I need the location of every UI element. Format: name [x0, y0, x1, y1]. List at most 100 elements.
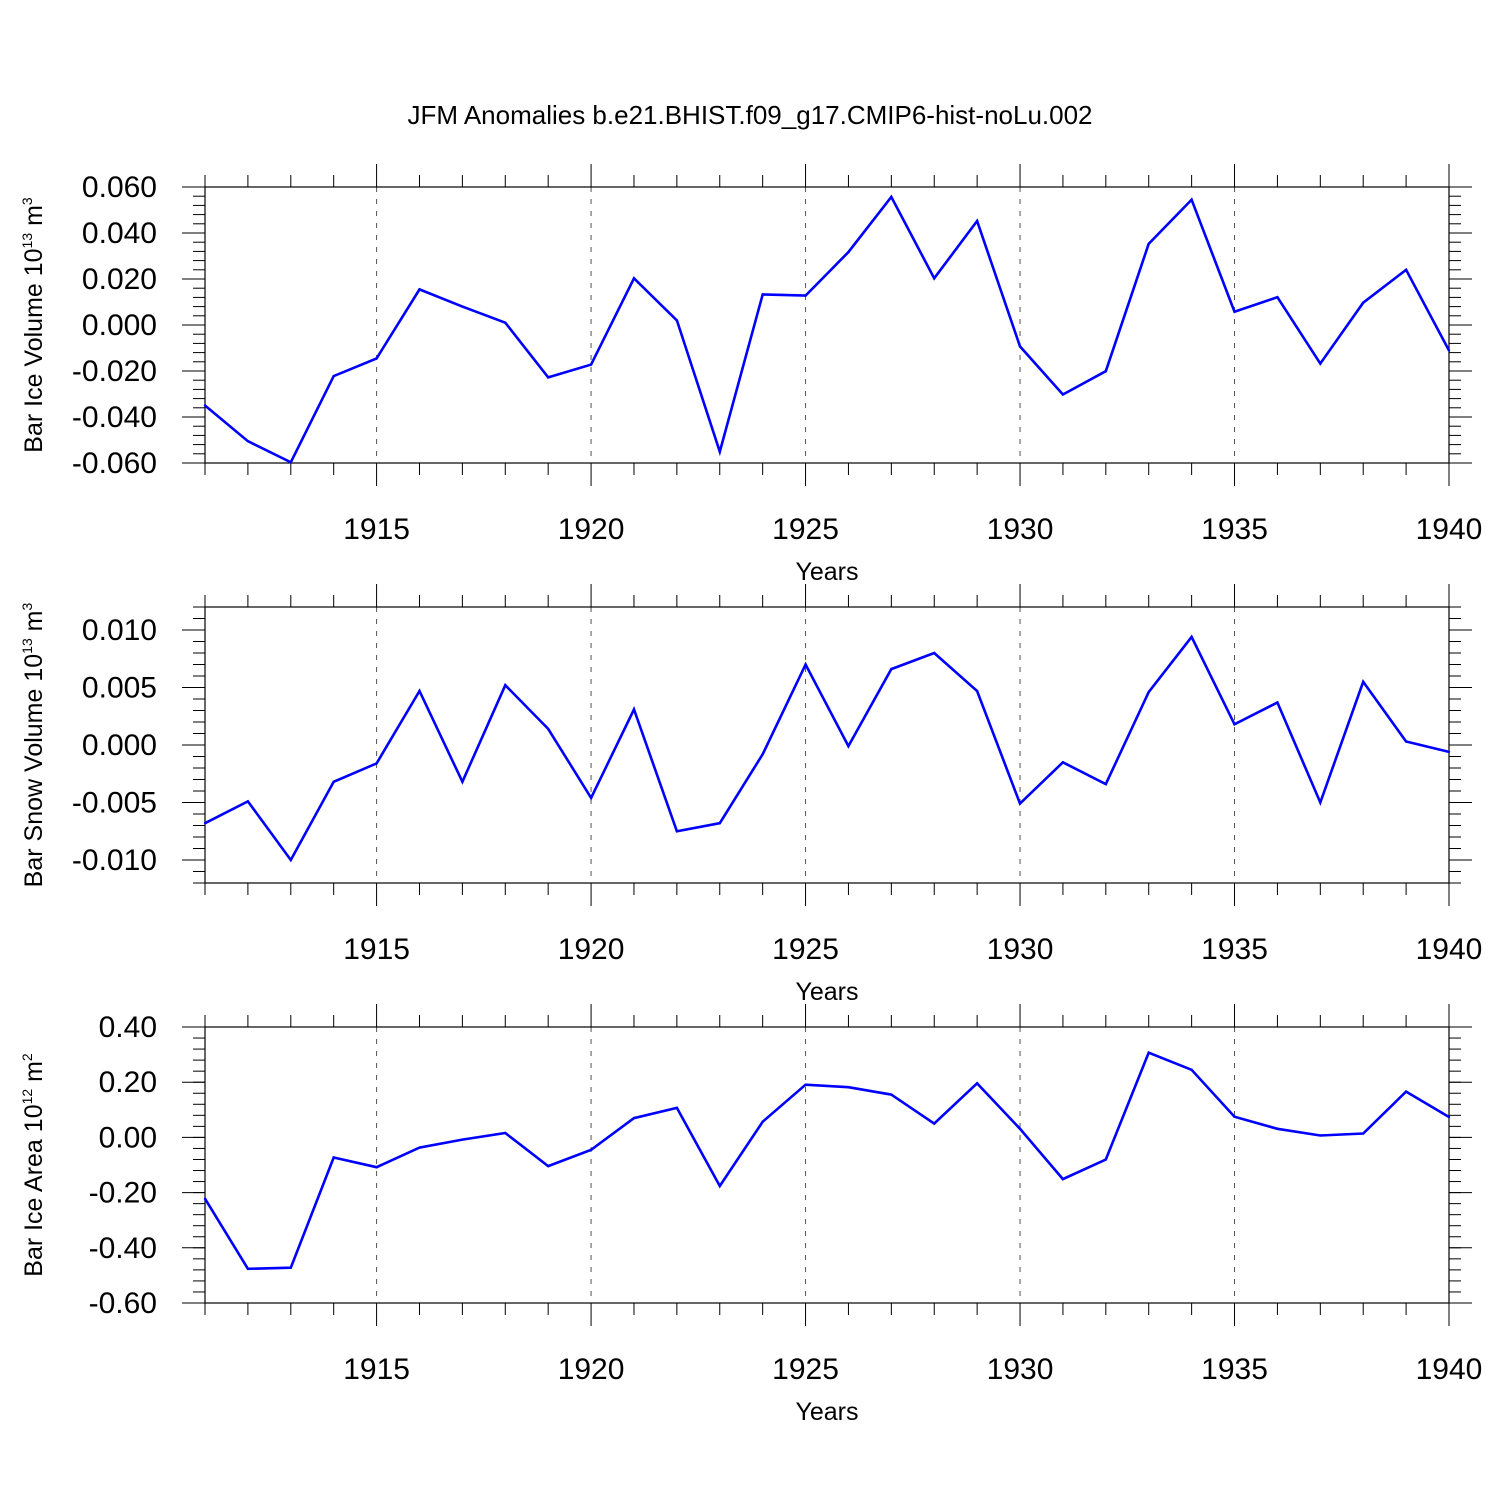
data-point: [804, 294, 807, 297]
x-tick-label: 1920: [558, 513, 625, 546]
x-tick-label: 1915: [343, 933, 410, 966]
data-point: [332, 374, 335, 378]
x-tick-label: 1925: [772, 1353, 839, 1386]
data-point: [418, 1146, 421, 1149]
data-point: [933, 277, 936, 280]
data-point: [504, 684, 507, 687]
chart-panel-2: -0.010 -0.005 0.000 0.005 0.010 1915 1920 1925 1…: [19, 584, 1482, 1006]
y-tick-label: -0.060: [72, 447, 157, 480]
data-point: [890, 667, 893, 671]
data-point: [1362, 301, 1365, 304]
x-axis-title: Years: [795, 1398, 858, 1426]
x-axis-title: Years: [795, 978, 858, 1006]
data-point: [1147, 242, 1150, 246]
data-point: [546, 1164, 550, 1168]
data-point: [1233, 1115, 1236, 1118]
x-tick-label: 1935: [1201, 933, 1268, 966]
data-point: [375, 762, 378, 765]
data-point: [589, 1148, 593, 1152]
x-tick-label: 1935: [1201, 513, 1268, 546]
figure-title: JFM Anomalies b.e21.BHIST.f09_g17.CMIP6-…: [407, 100, 1092, 130]
data-point: [675, 830, 679, 833]
y-tick-label: 0.005: [82, 672, 157, 705]
data-point: [890, 1093, 893, 1096]
plot-frame: [204, 606, 1450, 884]
data-point: [1404, 1090, 1408, 1093]
y-tick-label: -0.60: [89, 1287, 157, 1320]
data-point: [632, 1116, 636, 1120]
chart-panel-1: -0.060 -0.040 -0.020 0.000 0.020 0.040 0.060 19…: [19, 164, 1482, 586]
x-tick-label: 1930: [987, 513, 1054, 546]
y-tick-label: 0.000: [82, 309, 157, 342]
data-point: [1447, 1115, 1451, 1119]
data-point: [975, 1082, 979, 1085]
data-point: [246, 439, 250, 443]
y-tick-label: -0.20: [89, 1177, 157, 1210]
data-point: [1190, 635, 1193, 639]
data-point: [1319, 1134, 1322, 1137]
data-point: [1362, 1132, 1365, 1135]
x-tick-label: 1925: [772, 933, 839, 966]
y-axis-title-unit: m: [20, 205, 48, 233]
data-point: [418, 689, 421, 693]
y-tick-label: 0.00: [99, 1121, 157, 1154]
data-point: [1276, 295, 1279, 299]
chart-panels: -0.060 -0.040 -0.020 0.000 0.020 0.040 0.060 19…: [19, 164, 1482, 1426]
data-point: [203, 822, 207, 825]
data-point: [203, 1197, 207, 1200]
data-point: [1104, 782, 1108, 786]
x-tick-label: 1920: [558, 1353, 625, 1386]
data-point: [418, 288, 421, 291]
data-point: [847, 744, 850, 748]
data-point: [1233, 310, 1236, 313]
data-point: [332, 1156, 335, 1159]
chart-panel-3: -0.60 -0.40 -0.20 0.00 0.20 0.40 1915 1920 1925 1…: [19, 1004, 1482, 1426]
data-point: [246, 800, 250, 803]
y-axis-title-unit: m: [20, 1061, 48, 1089]
y-tick-label: 0.40: [99, 1011, 157, 1044]
plot-frame: [204, 1026, 1450, 1304]
y-axis-title-exponent: 13: [19, 233, 35, 249]
x-tick-label: 1940: [1416, 1353, 1483, 1386]
data-point: [589, 363, 593, 366]
data-point: [1319, 362, 1322, 365]
y-tick-label: -0.020: [72, 355, 157, 388]
data-point: [761, 753, 764, 756]
data-line: [204, 194, 1451, 465]
data-point: [1233, 723, 1236, 726]
data-point: [461, 305, 464, 308]
y-tick-label: -0.005: [72, 787, 157, 820]
data-point: [461, 780, 464, 783]
y-axis-title-unit-exponent: 3: [19, 602, 35, 610]
y-tick-label: -0.40: [89, 1232, 157, 1265]
data-point: [1190, 198, 1193, 201]
data-line: [204, 634, 1450, 863]
data-point: [1061, 393, 1065, 396]
data-point: [804, 663, 807, 666]
data-point: [847, 250, 850, 254]
y-axis-title-unit-exponent: 2: [19, 1053, 35, 1061]
data-point: [675, 319, 679, 322]
data-point: [761, 293, 764, 296]
data-point: [546, 727, 550, 731]
data-point: [504, 321, 507, 324]
x-tick-label: 1920: [558, 933, 625, 966]
x-tick-label: 1935: [1201, 1353, 1268, 1386]
y-axis-title: Bar Snow Volume 1013 m3: [19, 602, 48, 887]
data-point: [1404, 740, 1408, 743]
data-point: [975, 689, 979, 693]
x-tick-label: 1915: [343, 513, 410, 546]
data-point: [332, 780, 335, 783]
y-axis-title: Bar Ice Volume 1013 m3: [19, 197, 48, 453]
data-point: [589, 796, 593, 800]
data-point: [632, 277, 636, 280]
data-point: [203, 404, 207, 407]
y-axis-title-base: Bar Ice Area 10: [20, 1104, 48, 1276]
y-axis-title-unit: m: [20, 610, 48, 638]
y-axis-title: Bar Ice Area 1012 m2: [19, 1053, 48, 1277]
data-point: [1104, 1158, 1108, 1161]
x-axis-title: Years: [795, 558, 858, 586]
data-point: [1104, 370, 1108, 373]
data-point: [375, 1166, 378, 1169]
